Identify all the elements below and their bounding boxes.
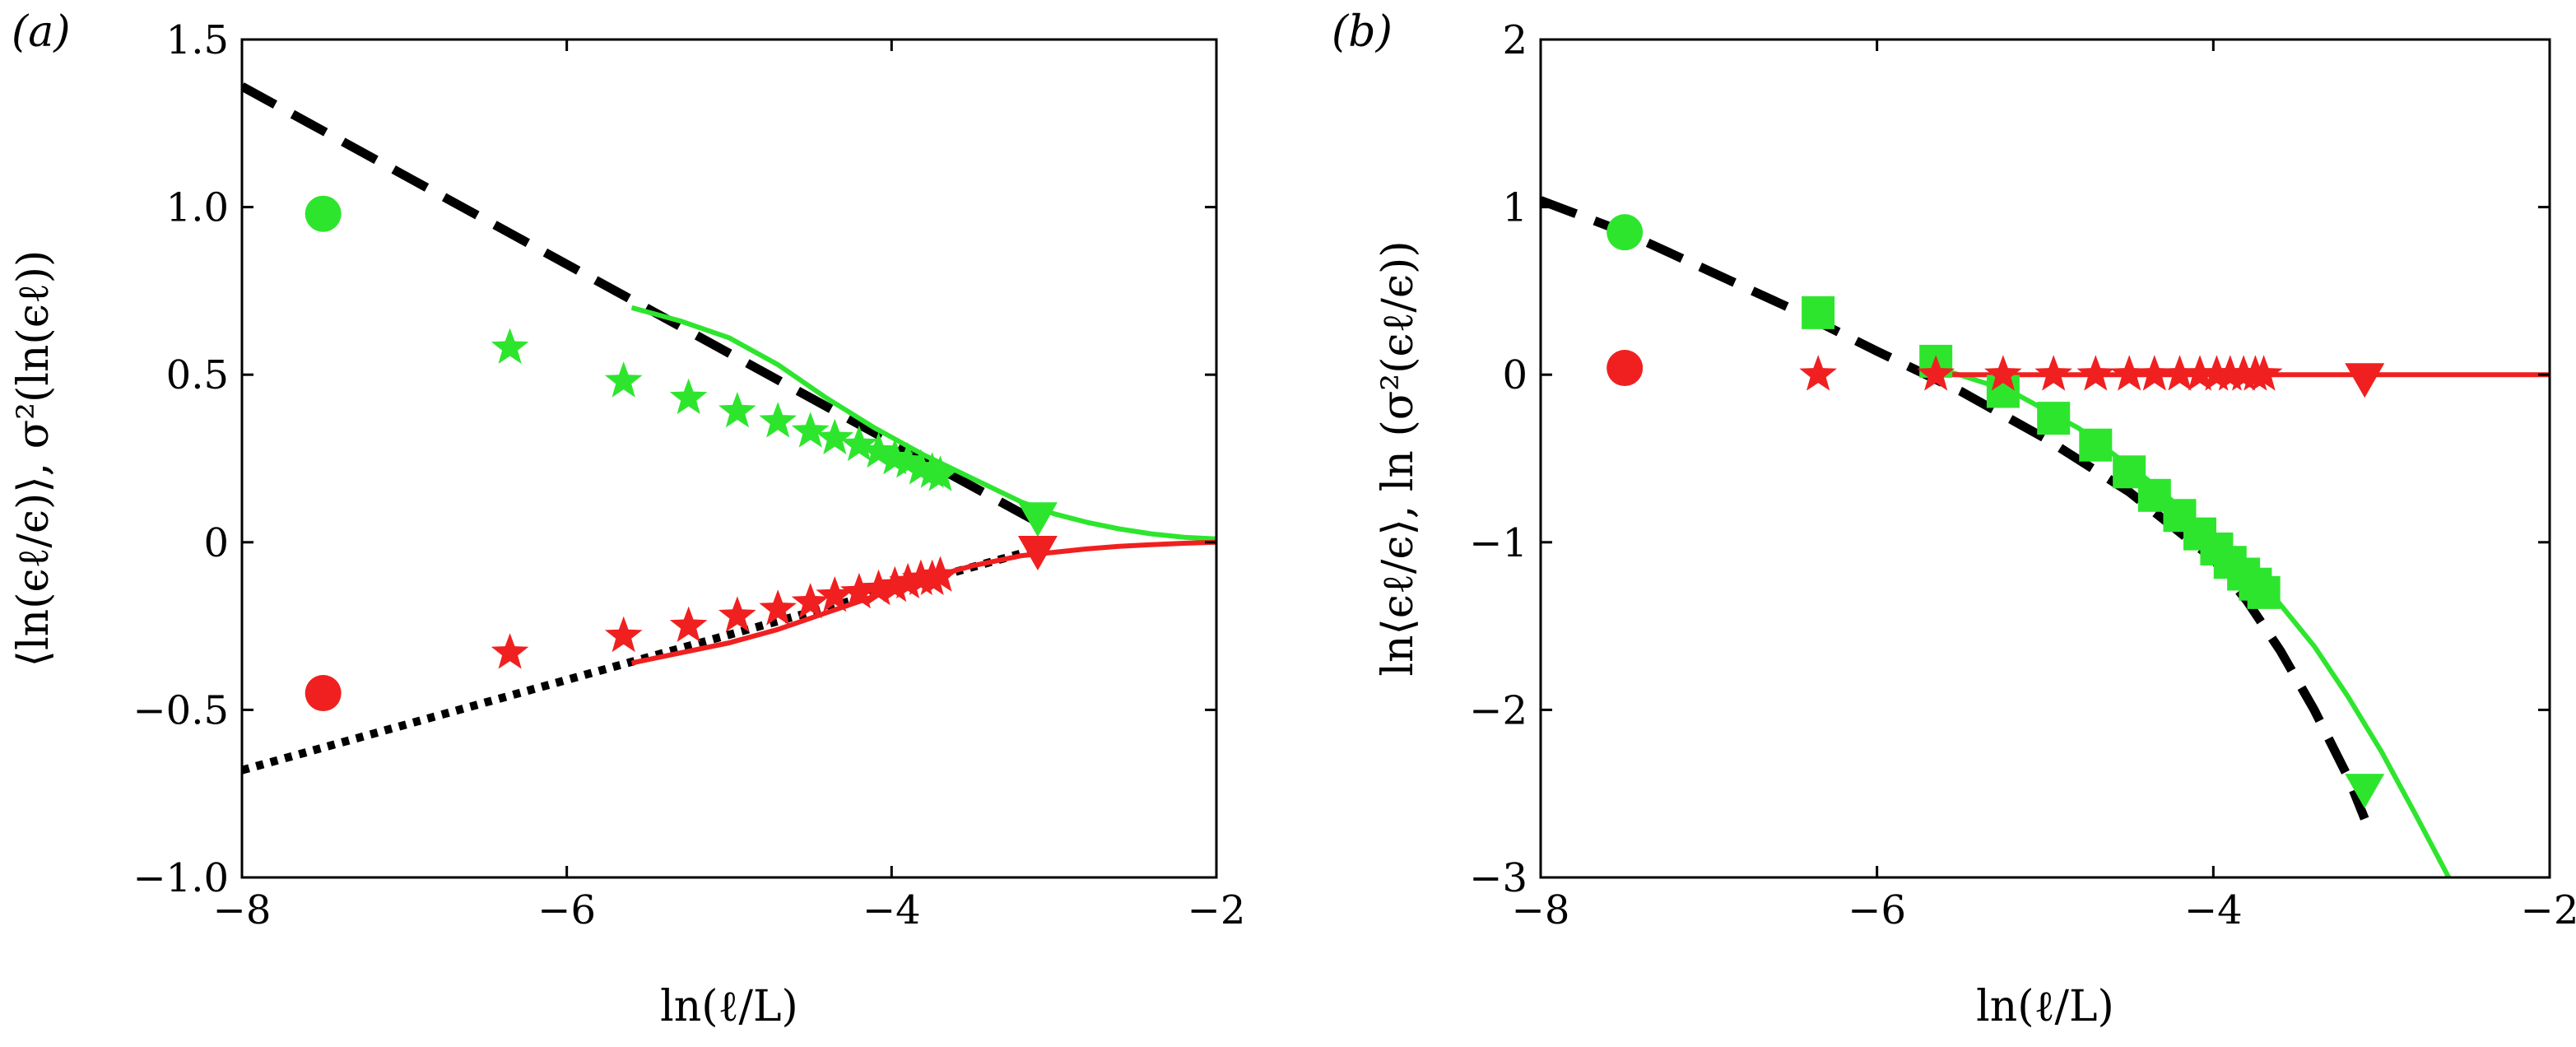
panel-b: (b) −8 −6 −4 −2 −3 −2 −1 0 1 2 ln(ℓ/L) ln⟨ϵℓ/ϵ⟩, … [1332, 7, 2576, 1031]
y-tick-label: 0.5 [166, 352, 229, 398]
plot-area [242, 82, 1216, 775]
green-star-marker [921, 455, 960, 491]
red-circle-marker [305, 675, 342, 712]
red-star-marker [1984, 355, 2022, 391]
y-tick-label: 1.0 [166, 185, 229, 231]
y-tick-label: 1 [1502, 185, 1527, 231]
green-circle-marker [1607, 214, 1644, 251]
panel-a-x-axis-label: ln(ℓ/L) [660, 982, 798, 1031]
x-tick-label: −6 [1848, 887, 1906, 933]
red-star-marker [669, 606, 708, 642]
green-square-marker [2247, 575, 2281, 609]
green-star-marker [491, 328, 529, 364]
green-star-marker [759, 402, 797, 438]
panel-a-axes [240, 38, 1218, 879]
green-square-marker [1802, 295, 1835, 329]
red-star-marker [759, 589, 797, 626]
x-tick-label: −2 [1188, 887, 1246, 933]
green-star-marker [889, 442, 927, 478]
green-triangle-down-marker [1017, 502, 1058, 537]
red-triangle-down-marker [1017, 536, 1058, 571]
y-tick-label: −3 [1469, 855, 1527, 901]
panel-b-x-axis-label: ln(ℓ/L) [1976, 982, 2114, 1031]
green-solid-line-series [1927, 362, 2452, 877]
black-dashed-line-series [1541, 196, 2369, 821]
red-star-marker [816, 576, 854, 612]
green-solid-line-series [630, 305, 1216, 542]
red-circle-marker [1607, 350, 1644, 387]
red-star-marker [2110, 355, 2148, 391]
y-tick-label: −0.5 [133, 687, 229, 733]
red-star-marker [2181, 355, 2219, 391]
x-tick-label: −6 [537, 887, 596, 933]
red-solid-line-series [630, 539, 1216, 666]
red-star-marker [921, 556, 960, 592]
panel-a-y-axis-label: ⟨ln(ϵℓ/ϵ)⟩, σ²(ln(ϵℓ)) [9, 250, 58, 668]
y-tick-label: −1 [1469, 520, 1527, 566]
red-star-marker [876, 565, 914, 603]
red-star-marker [2244, 355, 2283, 391]
green-star-marker [791, 412, 830, 448]
red-star-marker [2197, 355, 2236, 391]
green-circle-marker [305, 195, 342, 232]
green-star-marker [718, 392, 756, 428]
red-star-marker [2076, 355, 2115, 391]
red-star-marker [491, 633, 529, 669]
y-tick-label: 0 [1502, 352, 1527, 398]
green-square-marker [2079, 428, 2113, 462]
y-tick-label: 0 [203, 520, 229, 566]
panel-b-y-axis-label: ln⟨ϵℓ/ϵ⟩, ln (σ²(ϵℓ/ϵ)) [1374, 240, 1423, 676]
panel-b-plot: −8 −6 −4 −2 −3 −2 −1 0 1 2 [1469, 17, 2576, 933]
panel-a-plot: −8 −6 −4 −2 −1.0 −0.5 0 0.5 1.0 1.5 [133, 17, 1245, 933]
y-tick-label: 2 [1502, 17, 1527, 63]
red-star-marker [2034, 355, 2072, 391]
red-star-marker [859, 569, 898, 606]
red-star-marker [2211, 355, 2249, 391]
green-star-marker [604, 361, 643, 398]
green-star-marker [816, 418, 854, 454]
x-tick-label: −2 [2521, 887, 2576, 933]
panel-b-label: (b) [1332, 7, 1393, 57]
x-tick-label: −8 [213, 887, 272, 933]
red-star-marker [1799, 355, 1837, 391]
green-star-marker [840, 425, 878, 462]
panel-b-axes [1539, 38, 2551, 879]
green-triangle-down-marker [2345, 774, 2385, 809]
red-star-marker [889, 562, 927, 599]
red-star-marker [604, 616, 643, 653]
x-tick-label: −4 [2184, 887, 2243, 933]
red-star-marker [1917, 355, 1955, 391]
green-star-marker [669, 378, 708, 415]
green-square-marker [2037, 402, 2071, 435]
y-tick-label: −1.0 [133, 855, 229, 901]
x-tick-label: −8 [1512, 887, 1570, 933]
red-star-marker [840, 572, 878, 609]
x-tick-label: −4 [863, 887, 921, 933]
red-triangle-down-marker [2345, 363, 2385, 398]
red-star-marker [718, 596, 756, 632]
panel-a: (a) −8 −6 −4 −2 −1.0 −0.5 0 0.5 1.0 1.5 ln(ℓ/L) ⟨… [9, 7, 1245, 1031]
red-star-marker [2160, 355, 2199, 391]
panel-a-label: (a) [12, 7, 71, 57]
green-star-marker [859, 431, 898, 468]
red-star-marker [791, 583, 830, 619]
red-star-marker [2136, 355, 2174, 391]
y-tick-label: −2 [1469, 687, 1527, 733]
y-tick-label: 1.5 [166, 17, 229, 63]
plot-area [1541, 196, 2550, 877]
